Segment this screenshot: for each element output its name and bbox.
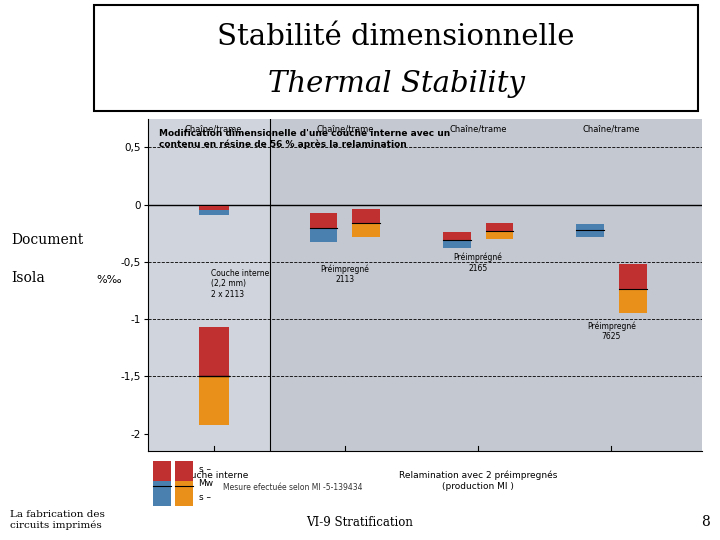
Bar [199, 206, 229, 211]
Bar [199, 327, 229, 376]
Text: Préimprégné
2165: Préimprégné 2165 [454, 253, 503, 273]
Bar [485, 223, 513, 231]
Text: Thermal Stability: Thermal Stability [268, 70, 524, 98]
Bar [148, 119, 270, 451]
Bar [352, 210, 380, 223]
Bar [310, 227, 338, 242]
Text: Mw: Mw [199, 479, 214, 488]
Text: Chaîne/trame: Chaîne/trame [449, 125, 507, 134]
Bar [174, 481, 193, 506]
Text: Couche interne
(2,2 mm)
2 x 2113: Couche interne (2,2 mm) 2 x 2113 [210, 269, 269, 299]
Text: Document: Document [12, 233, 84, 247]
Text: Préimpregné
2113: Préimpregné 2113 [320, 264, 369, 284]
Bar [153, 461, 171, 481]
Bar [485, 231, 513, 239]
Text: Stabilité dimensionnelle: Stabilité dimensionnelle [217, 23, 575, 51]
Bar [443, 232, 471, 240]
Text: s –: s – [199, 465, 210, 474]
Text: Chaîne/trame: Chaîne/trame [316, 125, 374, 134]
Text: Mesure efectuée selon MI -5-139434: Mesure efectuée selon MI -5-139434 [222, 483, 362, 492]
Text: Isola: Isola [12, 271, 45, 285]
Text: Modification dimensionelle d'une couche interne avec un
contenu en résine de 56 : Modification dimensionelle d'une couche … [158, 129, 450, 148]
Text: La fabrication des
circuits imprimés: La fabrication des circuits imprimés [10, 510, 105, 530]
Bar [174, 461, 193, 481]
FancyBboxPatch shape [94, 5, 698, 111]
Bar [310, 213, 338, 227]
Text: 8: 8 [701, 515, 710, 529]
Text: Relamination avec 2 préimpregnés
(production MI ): Relamination avec 2 préimpregnés (produc… [399, 471, 557, 491]
Bar [618, 289, 647, 314]
Bar [576, 231, 604, 237]
Text: VI-9 Stratification: VI-9 Stratification [307, 516, 413, 529]
Bar [199, 376, 229, 424]
Text: Chaîne/trame: Chaîne/trame [582, 125, 640, 134]
Text: Chaîne/trame: Chaîne/trame [185, 125, 243, 134]
Text: Préimpregné
7625: Préimpregné 7625 [587, 321, 636, 341]
Bar [199, 211, 229, 215]
Text: Couche interne: Couche interne [179, 471, 248, 480]
Bar [576, 224, 604, 231]
Text: s –: s – [199, 493, 210, 502]
Y-axis label: %‰: %‰ [96, 275, 122, 285]
Bar [618, 264, 647, 289]
Bar [443, 240, 471, 248]
Bar [352, 223, 380, 237]
Bar [153, 481, 171, 506]
